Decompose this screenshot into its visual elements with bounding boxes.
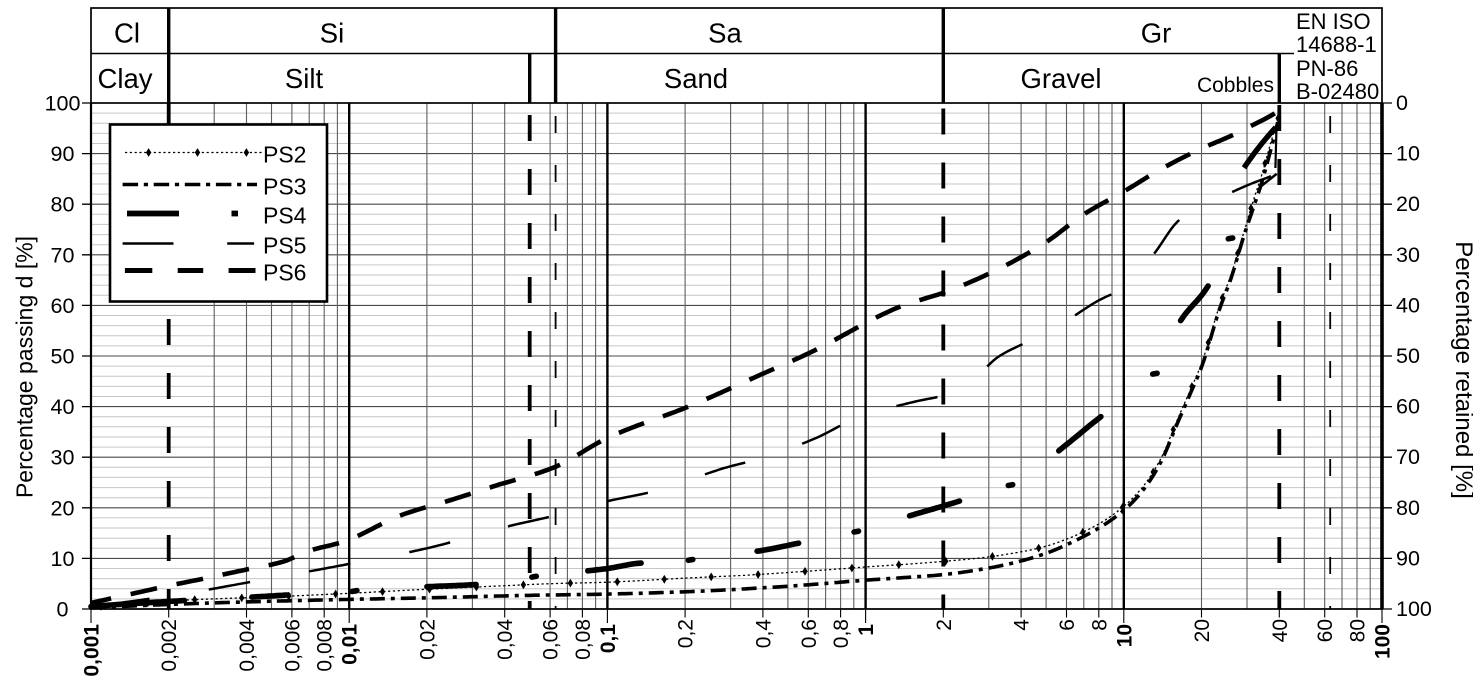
- svg-text:40: 40: [51, 395, 75, 419]
- svg-text:50: 50: [1396, 344, 1420, 368]
- svg-text:PS5: PS5: [263, 233, 306, 259]
- svg-text:0,01: 0,01: [339, 624, 362, 665]
- svg-text:0: 0: [57, 598, 69, 622]
- svg-text:0: 0: [1396, 91, 1408, 115]
- svg-text:50: 50: [51, 345, 75, 369]
- svg-text:0,008: 0,008: [314, 619, 337, 672]
- svg-text:30: 30: [51, 446, 75, 470]
- svg-text:8: 8: [1088, 619, 1111, 631]
- svg-text:90: 90: [51, 142, 75, 166]
- svg-text:PS4: PS4: [263, 203, 307, 229]
- svg-text:0,04: 0,04: [494, 619, 517, 660]
- svg-text:0,004: 0,004: [236, 619, 259, 672]
- svg-text:20: 20: [1191, 619, 1214, 642]
- svg-text:70: 70: [51, 243, 75, 267]
- svg-text:60: 60: [1314, 619, 1337, 642]
- svg-text:6: 6: [1056, 619, 1079, 631]
- svg-text:10: 10: [1113, 624, 1136, 647]
- svg-text:Cobbles: Cobbles: [1197, 74, 1274, 97]
- svg-text:0,002: 0,002: [158, 619, 181, 672]
- svg-text:100: 100: [1372, 624, 1395, 659]
- svg-text:Sa: Sa: [708, 18, 742, 49]
- svg-text:B-02480: B-02480: [1296, 79, 1379, 104]
- svg-text:10: 10: [1396, 142, 1420, 166]
- svg-text:100: 100: [1396, 597, 1432, 621]
- svg-text:14688-1: 14688-1: [1296, 32, 1377, 57]
- svg-text:Cl: Cl: [114, 18, 140, 49]
- svg-text:Si: Si: [320, 18, 344, 49]
- svg-text:20: 20: [51, 496, 75, 520]
- svg-text:70: 70: [1396, 445, 1420, 469]
- svg-text:90: 90: [1396, 546, 1420, 570]
- svg-text:PS3: PS3: [263, 174, 306, 200]
- svg-text:4: 4: [1011, 619, 1034, 631]
- svg-text:80: 80: [51, 193, 75, 217]
- svg-text:Gravel: Gravel: [1021, 63, 1102, 94]
- svg-text:20: 20: [1396, 192, 1420, 216]
- svg-text:0,8: 0,8: [830, 619, 853, 648]
- svg-text:0,06: 0,06: [540, 619, 563, 660]
- svg-text:PS6: PS6: [263, 260, 306, 286]
- svg-text:Percentage passing d [%]: Percentage passing d [%]: [11, 236, 37, 498]
- svg-text:0,006: 0,006: [281, 619, 304, 672]
- svg-text:PS2: PS2: [263, 142, 306, 168]
- svg-text:60: 60: [51, 294, 75, 318]
- svg-text:Silt: Silt: [285, 63, 324, 94]
- svg-text:Percentage retained [%]: Percentage retained [%]: [1450, 241, 1473, 499]
- svg-text:Sand: Sand: [664, 63, 728, 94]
- svg-text:0,001: 0,001: [81, 624, 104, 677]
- svg-text:60: 60: [1396, 395, 1420, 419]
- svg-text:Clay: Clay: [97, 63, 152, 94]
- svg-text:40: 40: [1396, 293, 1420, 317]
- svg-text:80: 80: [1396, 496, 1420, 520]
- svg-text:EN ISO: EN ISO: [1296, 9, 1371, 34]
- svg-text:0,6: 0,6: [798, 619, 821, 648]
- svg-text:30: 30: [1396, 243, 1420, 267]
- svg-text:2: 2: [933, 619, 956, 631]
- svg-text:0,02: 0,02: [416, 619, 439, 660]
- svg-text:0,2: 0,2: [675, 619, 698, 648]
- svg-text:PN-86: PN-86: [1296, 56, 1358, 81]
- svg-text:100: 100: [45, 92, 81, 116]
- svg-text:80: 80: [1347, 619, 1370, 642]
- svg-text:0,08: 0,08: [572, 619, 595, 660]
- svg-text:0,1: 0,1: [597, 624, 620, 654]
- svg-text:Gr: Gr: [1141, 18, 1172, 49]
- svg-text:10: 10: [51, 547, 75, 571]
- svg-text:1: 1: [855, 624, 878, 636]
- svg-text:0,4: 0,4: [752, 619, 775, 649]
- svg-text:40: 40: [1269, 619, 1292, 642]
